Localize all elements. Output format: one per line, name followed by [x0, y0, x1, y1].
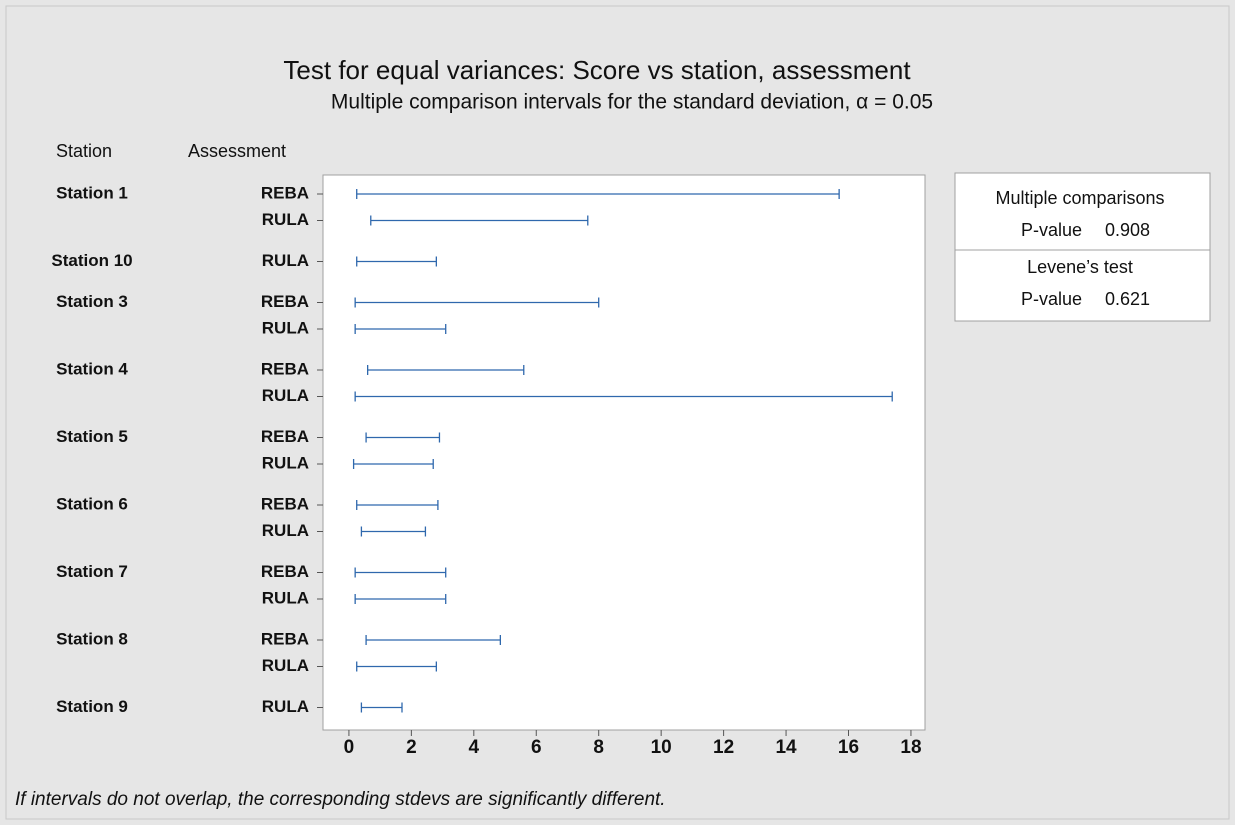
plot-area [322, 174, 926, 731]
test-value: 0.621 [1105, 289, 1150, 309]
assessment-label: RULA [262, 656, 309, 675]
station-label: Station 10 [51, 251, 132, 270]
assessment-label: RULA [262, 386, 309, 405]
assessment-label: REBA [261, 427, 309, 446]
footnote: If intervals do not overlap, the corresp… [15, 789, 666, 810]
x-tick-label: 4 [469, 737, 480, 758]
assessment-label: RULA [262, 697, 309, 716]
station-label: Station 5 [56, 427, 128, 446]
x-tick-label: 0 [344, 737, 355, 758]
station-label: Station 1 [56, 183, 128, 202]
station-label: Station 4 [56, 359, 128, 378]
assessment-label: REBA [261, 359, 309, 378]
x-tick-label: 10 [651, 737, 672, 758]
assessment-label: RULA [262, 251, 309, 270]
assessment-label: REBA [261, 629, 309, 648]
station-label: Station 9 [56, 697, 128, 716]
station-label: Station 3 [56, 292, 128, 311]
station-label: Station 6 [56, 494, 128, 513]
row-header: Assessment [188, 141, 286, 161]
row-header: Station [56, 141, 112, 161]
x-tick-label: 16 [838, 737, 859, 758]
assessment-label: RULA [262, 588, 309, 607]
chart-subtitle: Multiple comparison intervals for the st… [331, 91, 933, 114]
chart-title: Test for equal variances: Score vs stati… [283, 55, 911, 85]
assessment-label: RULA [262, 521, 309, 540]
frame [5, 5, 1230, 820]
assessment-label: REBA [261, 562, 309, 581]
x-tick-label: 2 [406, 737, 417, 758]
x-tick-label: 18 [900, 737, 921, 758]
assessment-label: RULA [262, 318, 309, 337]
test-name: Levene’s test [1027, 257, 1133, 277]
station-label: Station 7 [56, 562, 128, 581]
test-name: Multiple comparisons [995, 188, 1164, 208]
assessment-label: REBA [261, 494, 309, 513]
assessment-label: REBA [261, 183, 309, 202]
assessment-label: RULA [262, 453, 309, 472]
x-tick-label: 8 [593, 737, 604, 758]
assessment-label: REBA [261, 292, 309, 311]
x-tick-label: 14 [775, 737, 797, 758]
station-label: Station 8 [56, 629, 128, 648]
x-tick-label: 12 [713, 737, 734, 758]
test-label: P-value [1021, 220, 1082, 240]
x-tick-label: 6 [531, 737, 542, 758]
test-value: 0.908 [1105, 220, 1150, 240]
test-box [954, 172, 1211, 322]
test-label: P-value [1021, 289, 1082, 309]
assessment-label: RULA [262, 210, 309, 229]
